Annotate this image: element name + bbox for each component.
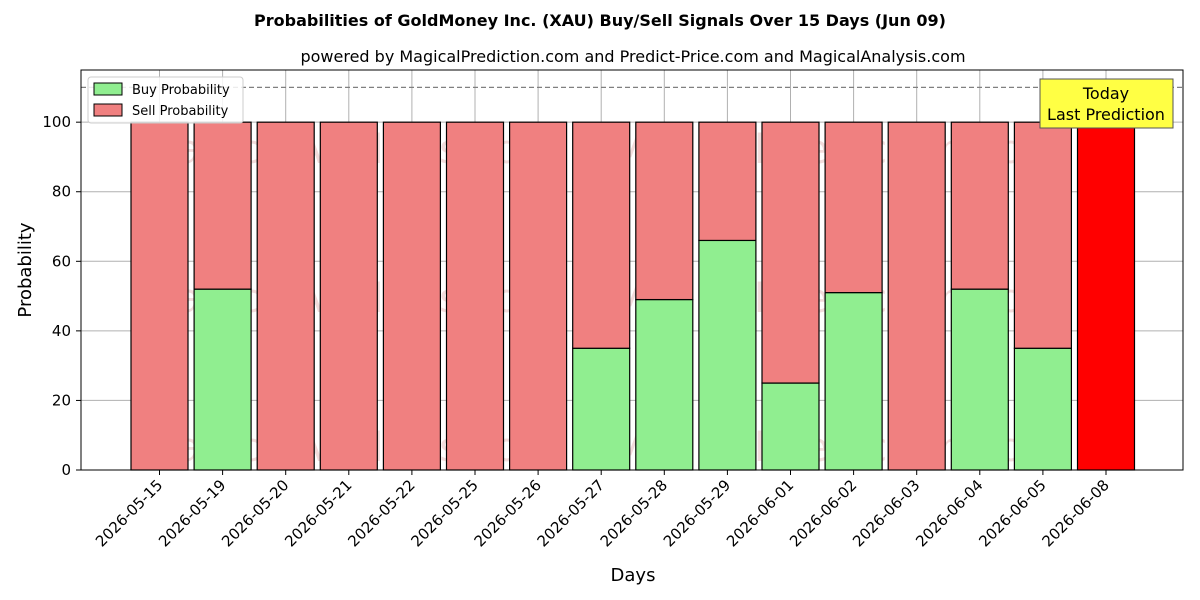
x-tick-label: 2026-05-28 [597, 476, 671, 550]
bar-sell [256, 121, 315, 471]
chart-title: Probabilities of GoldMoney Inc. (XAU) Bu… [254, 11, 946, 30]
legend: Buy Probability Sell Probability [87, 76, 244, 124]
bar-sell [572, 121, 631, 349]
y-tick-label: 60 [52, 252, 71, 270]
bar-sell [698, 121, 757, 242]
x-tick-label: 2026-06-01 [723, 476, 797, 550]
bar-sell [887, 121, 946, 471]
y-tick-label: 40 [52, 322, 71, 340]
bar-buy [824, 292, 883, 471]
bars [130, 121, 1136, 471]
today-annotation-box [1039, 78, 1174, 129]
legend-box [87, 76, 244, 124]
bar-sell [635, 121, 694, 301]
bar-buy [1013, 347, 1073, 471]
bar-sell [824, 121, 883, 294]
today-annotation-line2: Last Prediction [1047, 105, 1165, 124]
bar-sell [319, 121, 378, 471]
x-tick-label: 2026-06-03 [849, 476, 923, 550]
bar-sell [445, 121, 505, 471]
x-tick-label: 2026-05-19 [155, 476, 229, 550]
x-tick-label: 2026-06-08 [1038, 476, 1112, 550]
legend-swatch-sell [93, 103, 123, 117]
chart-subtitle: powered by MagicalPrediction.com and Pre… [300, 47, 965, 66]
bar-sell [761, 121, 820, 384]
y-tick-label: 100 [42, 113, 71, 131]
x-tick-label: 2026-05-25 [407, 476, 481, 550]
bar-sell [130, 121, 189, 471]
bar-sell [509, 121, 568, 471]
bar-sell [193, 121, 252, 290]
y-axis-ticks: 0 20 40 60 80 100 [42, 113, 81, 479]
bar-sell [1076, 121, 1136, 471]
bar-sell [382, 121, 441, 471]
x-tick-label: 2026-06-05 [975, 476, 1049, 550]
x-tick-label: 2026-05-20 [218, 476, 292, 550]
bar-buy [635, 298, 694, 471]
x-tick-label: 2026-05-29 [660, 476, 734, 550]
x-tick-label: 2026-05-26 [471, 476, 545, 550]
legend-label-sell: Sell Probability [132, 104, 229, 119]
bar-sell [1013, 121, 1073, 349]
y-tick-label: 0 [61, 461, 71, 479]
bar-buy [950, 288, 1009, 471]
legend-label-buy: Buy Probability [132, 83, 230, 98]
x-tick-label: 2026-05-22 [344, 476, 418, 550]
legend-swatch-buy [93, 82, 123, 96]
plot-frame [80, 69, 1184, 471]
today-annotation-line1: Today [1082, 84, 1129, 103]
x-axis-label: Days [611, 565, 656, 586]
x-tick-label: 2026-05-27 [534, 476, 608, 550]
bar-buy [761, 382, 820, 471]
x-tick-label: 2026-05-15 [92, 476, 166, 550]
bar-sell [950, 121, 1009, 290]
bar-buy [698, 239, 757, 471]
y-axis-label: Probability [15, 222, 36, 317]
y-tick-label: 20 [52, 391, 71, 409]
bar-buy [193, 288, 252, 471]
x-tick-label: 2026-06-04 [912, 476, 986, 550]
y-tick-label: 80 [52, 183, 71, 201]
x-axis-ticks: 2026-05-152026-05-192026-05-202026-05-21… [92, 470, 1113, 550]
x-tick-label: 2026-06-02 [786, 476, 860, 550]
today-annotation: Today Last Prediction [1039, 78, 1174, 129]
x-tick-label: 2026-05-21 [281, 476, 355, 550]
bar-buy [572, 347, 631, 471]
